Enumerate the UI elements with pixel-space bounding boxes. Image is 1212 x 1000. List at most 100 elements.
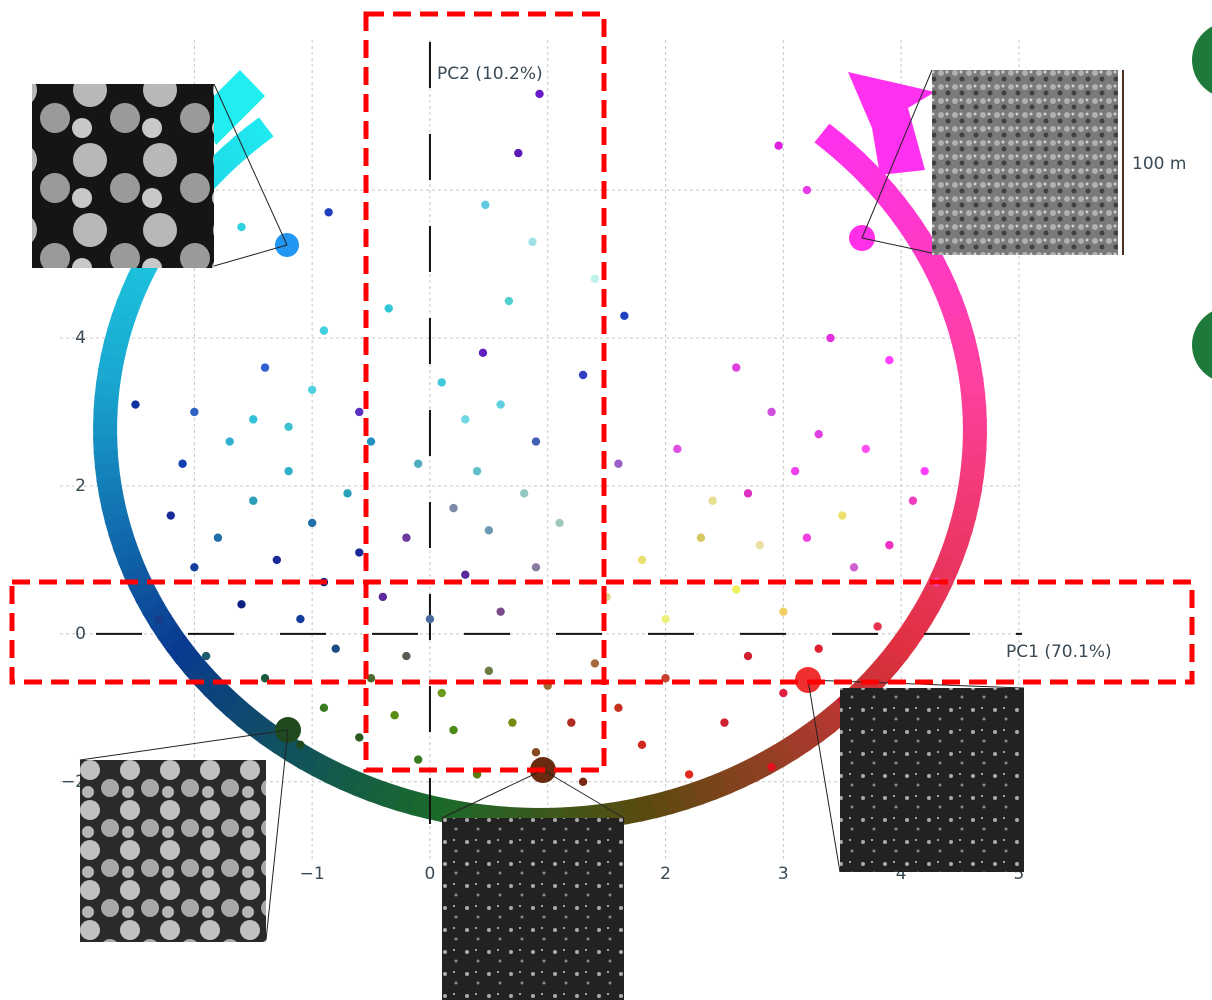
point — [755, 540, 764, 550]
point — [590, 659, 600, 668]
point — [384, 304, 393, 313]
highlight-boxes — [9, 11, 1195, 773]
x-axis-title: PC1 (70.1%) — [1006, 642, 1112, 662]
point — [732, 585, 741, 594]
point — [885, 356, 894, 365]
point — [284, 422, 293, 431]
point — [307, 385, 317, 394]
point — [673, 444, 682, 454]
point — [472, 466, 482, 476]
point — [402, 651, 411, 661]
point — [425, 614, 435, 624]
point — [578, 777, 588, 787]
micrograph — [80, 760, 266, 942]
point — [249, 415, 258, 424]
point — [296, 740, 305, 750]
point — [366, 437, 376, 446]
point — [743, 651, 753, 661]
point — [920, 466, 929, 476]
ring-segment — [814, 123, 845, 155]
point — [528, 237, 537, 247]
point — [437, 688, 446, 698]
point — [131, 400, 140, 409]
point — [767, 762, 776, 772]
point — [637, 740, 647, 750]
point — [260, 363, 270, 372]
point — [614, 459, 623, 468]
micrograph — [32, 84, 214, 268]
ring-arrow — [848, 72, 935, 175]
y-tick-label: −2 — [61, 772, 86, 792]
point — [531, 748, 541, 757]
point — [790, 466, 800, 476]
point — [331, 644, 340, 653]
insets — [32, 26, 1212, 1000]
point — [190, 563, 199, 572]
scale-label: 100 m — [1132, 154, 1186, 174]
point — [437, 378, 446, 387]
point — [366, 674, 376, 683]
x-tick-label: −1 — [300, 864, 325, 884]
x-tick-label: 2 — [660, 864, 671, 884]
point — [661, 614, 670, 624]
point — [861, 444, 871, 454]
ring-arrow — [200, 70, 265, 145]
point — [307, 518, 317, 528]
point — [355, 733, 364, 742]
point — [319, 703, 329, 713]
axes — [96, 42, 1022, 860]
point — [614, 703, 623, 713]
point — [319, 326, 329, 335]
point — [355, 548, 364, 557]
point — [324, 208, 333, 217]
point — [732, 363, 741, 372]
point — [249, 496, 258, 505]
point — [802, 533, 812, 542]
point — [531, 437, 541, 446]
micrograph — [932, 70, 1118, 255]
point — [461, 570, 470, 579]
point — [402, 533, 411, 542]
point — [696, 533, 706, 542]
x-tick-label: 3 — [778, 864, 789, 884]
point — [413, 459, 423, 468]
point — [237, 222, 246, 232]
point — [743, 489, 753, 498]
connectors — [79, 69, 1025, 941]
point — [496, 607, 505, 616]
point — [779, 607, 788, 616]
point — [154, 614, 164, 624]
point — [826, 333, 835, 343]
point — [814, 429, 823, 439]
point — [590, 274, 600, 284]
point — [849, 563, 859, 572]
point — [767, 407, 776, 417]
highlight-box — [363, 11, 607, 773]
point — [478, 348, 488, 358]
point — [774, 141, 783, 150]
highlight-box — [9, 579, 1195, 685]
y-tick-label: 2 — [75, 476, 86, 496]
point — [661, 674, 670, 683]
x-tick-label: 0 — [425, 864, 436, 884]
point — [555, 518, 564, 528]
point — [535, 89, 544, 99]
point — [802, 185, 812, 195]
point — [390, 711, 399, 720]
point — [190, 407, 199, 417]
badge — [1192, 311, 1212, 379]
point — [684, 770, 694, 779]
point — [508, 718, 517, 727]
point — [284, 466, 293, 476]
point — [272, 555, 282, 565]
point — [481, 200, 490, 210]
point — [578, 370, 588, 380]
point — [531, 563, 541, 572]
badge — [1192, 26, 1212, 94]
points — [131, 89, 941, 787]
point — [567, 718, 576, 727]
point — [449, 503, 458, 513]
point — [873, 622, 882, 631]
point — [514, 148, 523, 158]
